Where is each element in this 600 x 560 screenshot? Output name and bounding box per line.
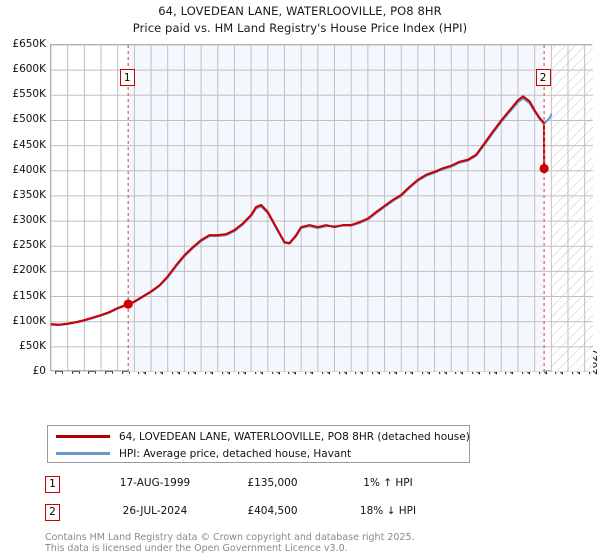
transaction-price: £404,500: [247, 505, 298, 517]
y-axis-tick-label: £50K: [19, 339, 46, 352]
y-axis-tick-label: £100K: [12, 314, 46, 327]
chart-legend: 64, LOVEDEAN LANE, WATERLOOVILLE, PO8 8H…: [47, 425, 470, 463]
legend-item-property: 64, LOVEDEAN LANE, WATERLOOVILLE, PO8 8H…: [56, 428, 470, 445]
transaction-hpi-delta: 1% ↑ HPI: [363, 477, 413, 489]
y-axis-tick-label: £300K: [12, 214, 46, 227]
transaction-number: 1: [45, 476, 60, 493]
legend-label-property: 64, LOVEDEAN LANE, WATERLOOVILLE, PO8 8H…: [119, 430, 470, 443]
copyright-line-2: This data is licensed under the Open Gov…: [45, 543, 348, 554]
y-axis-tick-label: £250K: [12, 239, 46, 252]
legend-item-hpi: HPI: Average price, detached house, Hava…: [56, 445, 351, 462]
y-axis-tick-label: £450K: [12, 138, 46, 151]
marker-callout-2: 2: [535, 69, 551, 86]
y-axis-tick-label: £550K: [12, 88, 46, 101]
transaction-date: 17-AUG-1999: [119, 477, 191, 489]
legend-swatch-property: [56, 435, 110, 438]
legend-swatch-hpi: [56, 452, 110, 455]
transaction-price: £135,000: [247, 477, 298, 489]
plot-area: [50, 44, 593, 372]
y-axis-tick-label: £600K: [12, 63, 46, 76]
y-axis-tick-label: £650K: [12, 38, 46, 50]
transaction-number: 2: [45, 504, 60, 521]
page-subtitle: Price paid vs. HM Land Registry's House …: [132, 21, 468, 35]
transaction-date: 26-JUL-2024: [122, 505, 188, 517]
copyright-line-1: Contains HM Land Registry data © Crown c…: [45, 532, 415, 543]
y-axis-tick-label: £400K: [12, 163, 46, 176]
marker-callout-1: 1: [119, 69, 135, 86]
page-title: 64, LOVEDEAN LANE, WATERLOOVILLE, PO8 8H…: [158, 4, 442, 18]
y-axis-tick-label: £500K: [12, 113, 46, 126]
y-axis-tick-label: £150K: [12, 289, 46, 302]
price-history-chart: [51, 45, 593, 372]
y-axis-tick-label: £200K: [12, 264, 46, 277]
transaction-hpi-delta: 18% ↓ HPI: [359, 505, 417, 517]
y-axis-tick-label: £0: [32, 365, 46, 377]
legend-label-hpi: HPI: Average price, detached house, Hava…: [119, 447, 352, 460]
y-axis-tick-label: £350K: [12, 188, 46, 201]
